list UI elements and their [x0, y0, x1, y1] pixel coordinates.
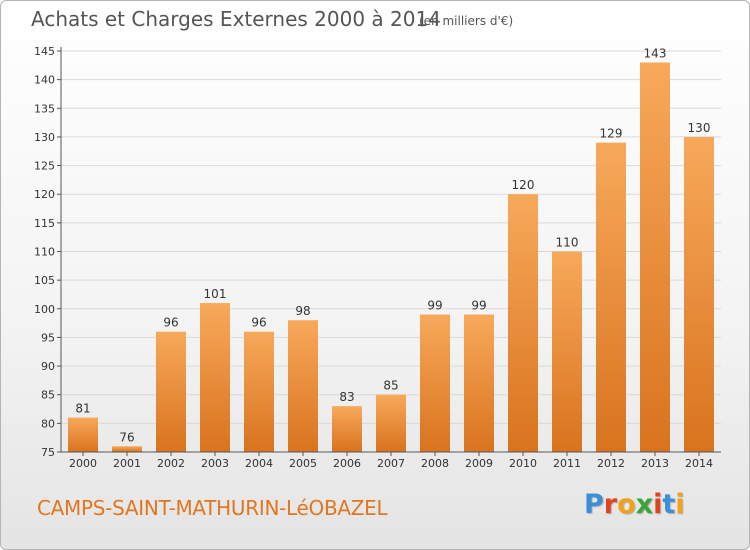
x-tick-label: 2002	[157, 457, 185, 470]
bar-2010	[508, 194, 538, 452]
data-label: 110	[556, 236, 579, 250]
x-tick-label: 2011	[553, 457, 581, 470]
bar-2009	[464, 314, 494, 452]
bar-2014	[684, 136, 714, 452]
bar-2005	[288, 320, 318, 452]
bar-2007	[376, 394, 406, 452]
chart-subtitle: (en milliers d'€)	[419, 14, 514, 28]
data-labels: 81 76 96 101 96 98 83 85 99 99 120 110 129 143 130	[75, 46, 710, 444]
x-tick-label: 2001	[113, 457, 141, 470]
data-label: 81	[75, 402, 90, 416]
bar-2012	[596, 142, 626, 452]
data-label: 130	[688, 121, 711, 135]
y-tick-label: 145	[34, 45, 55, 58]
data-label: 129	[600, 127, 623, 141]
data-label: 99	[471, 299, 486, 313]
bars	[68, 62, 714, 452]
y-tick-label: 105	[34, 274, 55, 287]
y-tick-label: 75	[41, 446, 55, 459]
data-label: 76	[119, 430, 134, 444]
y-tick-label: 115	[34, 217, 55, 230]
data-label: 143	[644, 46, 667, 60]
data-label: 96	[251, 316, 266, 330]
bar-2006	[332, 406, 362, 452]
axes: 75 80 85 90 95 100 105 110 115 120 125 130 135 140 145…	[34, 45, 721, 470]
proxiti-logo: Proxiti	[584, 489, 685, 520]
data-label: 99	[427, 299, 442, 313]
x-tick-label: 2000	[69, 457, 97, 470]
x-tick-label: 2003	[201, 457, 229, 470]
x-tick-label: 2004	[245, 457, 273, 470]
y-tick-label: 90	[41, 360, 55, 373]
x-tick-label: 2009	[465, 457, 493, 470]
bar-2011	[552, 251, 582, 452]
bar-2001	[112, 446, 142, 452]
y-tick-label: 85	[41, 389, 55, 402]
data-label: 96	[163, 316, 178, 330]
bar-2008	[420, 314, 450, 452]
chart-title: Achats et Charges Externes 2000 à 2014	[31, 7, 441, 31]
x-tick-label: 2006	[333, 457, 361, 470]
data-label: 98	[295, 304, 310, 318]
x-tick-label: 2010	[509, 457, 537, 470]
data-label: 83	[339, 390, 354, 404]
y-tick-label: 120	[34, 188, 55, 201]
bar-2000	[68, 417, 98, 452]
y-tick-label: 110	[34, 246, 55, 259]
x-tick-label: 2014	[685, 457, 713, 470]
bar-2004	[244, 331, 274, 452]
data-label: 85	[383, 379, 398, 393]
bar-2013	[640, 62, 670, 452]
y-tick-label: 80	[41, 417, 55, 430]
x-tick-label: 2005	[289, 457, 317, 470]
bar-2003	[200, 303, 230, 452]
y-tick-label: 125	[34, 160, 55, 173]
y-tick-label: 130	[34, 131, 55, 144]
x-tick-label: 2013	[641, 457, 669, 470]
data-label: 120	[512, 178, 535, 192]
x-tick-label: 2012	[597, 457, 625, 470]
y-tick-label: 100	[34, 303, 55, 316]
data-label: 101	[204, 287, 227, 301]
commune-name: CAMPS-SAINT-MATHURIN-LéOBAZEL	[37, 496, 388, 520]
y-tick-label: 140	[34, 74, 55, 87]
x-tick-label: 2008	[421, 457, 449, 470]
x-tick-label: 2007	[377, 457, 405, 470]
y-tick-label: 135	[34, 102, 55, 115]
bar-2002	[156, 331, 186, 452]
y-tick-label: 95	[41, 331, 55, 344]
